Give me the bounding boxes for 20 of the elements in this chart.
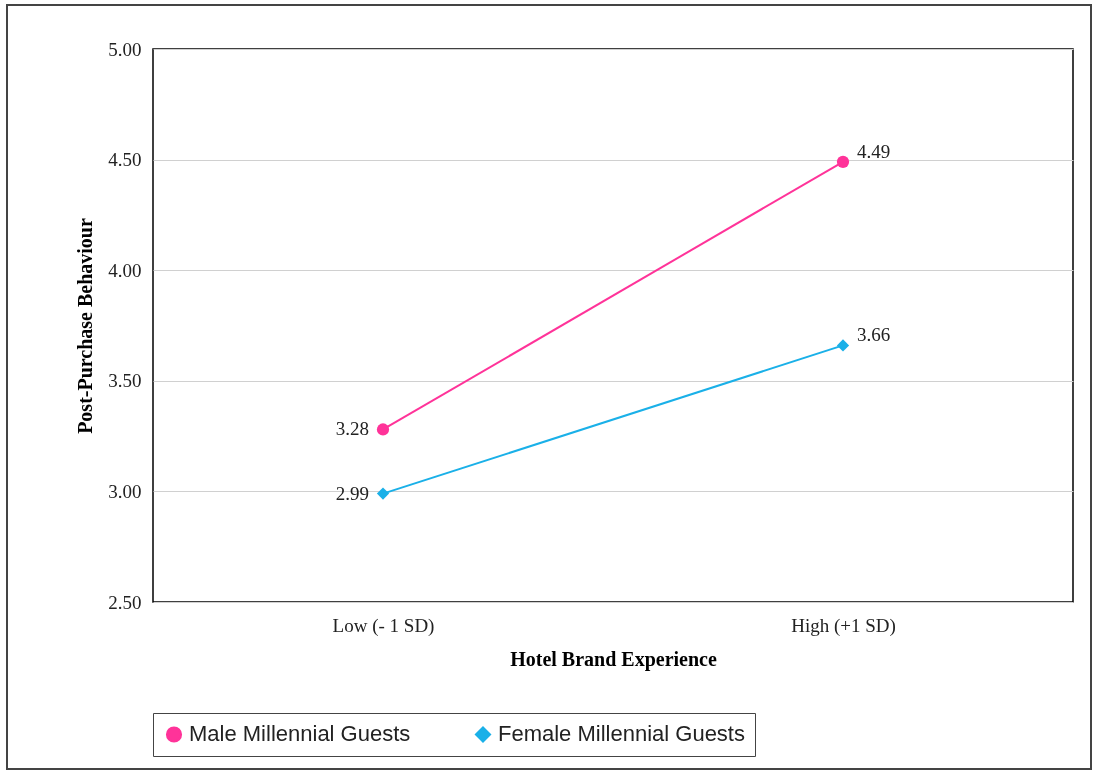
y-tick-label: 3.00 [108,480,142,502]
y-tick-label: 3.50 [108,370,142,392]
data-label: 2.99 [335,482,369,504]
y-tick-label: 2.50 [108,591,142,613]
data-label: 3.66 [857,324,891,346]
x-tick-label: High (+1 SD) [791,614,896,637]
legend-label: Female Millennial Guests [498,721,745,747]
y-tick-label: 5.00 [108,38,142,60]
legend-label: Male Millennial Guests [189,721,411,747]
y-tick-label: 4.00 [108,259,142,281]
point [836,155,850,168]
x-tick-label: Low (- 1 SD) [332,614,435,637]
point [376,487,390,500]
x-axis-title: Hotel Brand Experience [510,647,717,671]
point [836,339,850,352]
y-tick-label: 4.50 [108,149,142,171]
y-axis-title: Post-Purchase Behaviour [74,218,97,434]
point [376,423,390,436]
data-label: 4.49 [857,140,891,162]
data-label: 3.28 [335,418,369,440]
